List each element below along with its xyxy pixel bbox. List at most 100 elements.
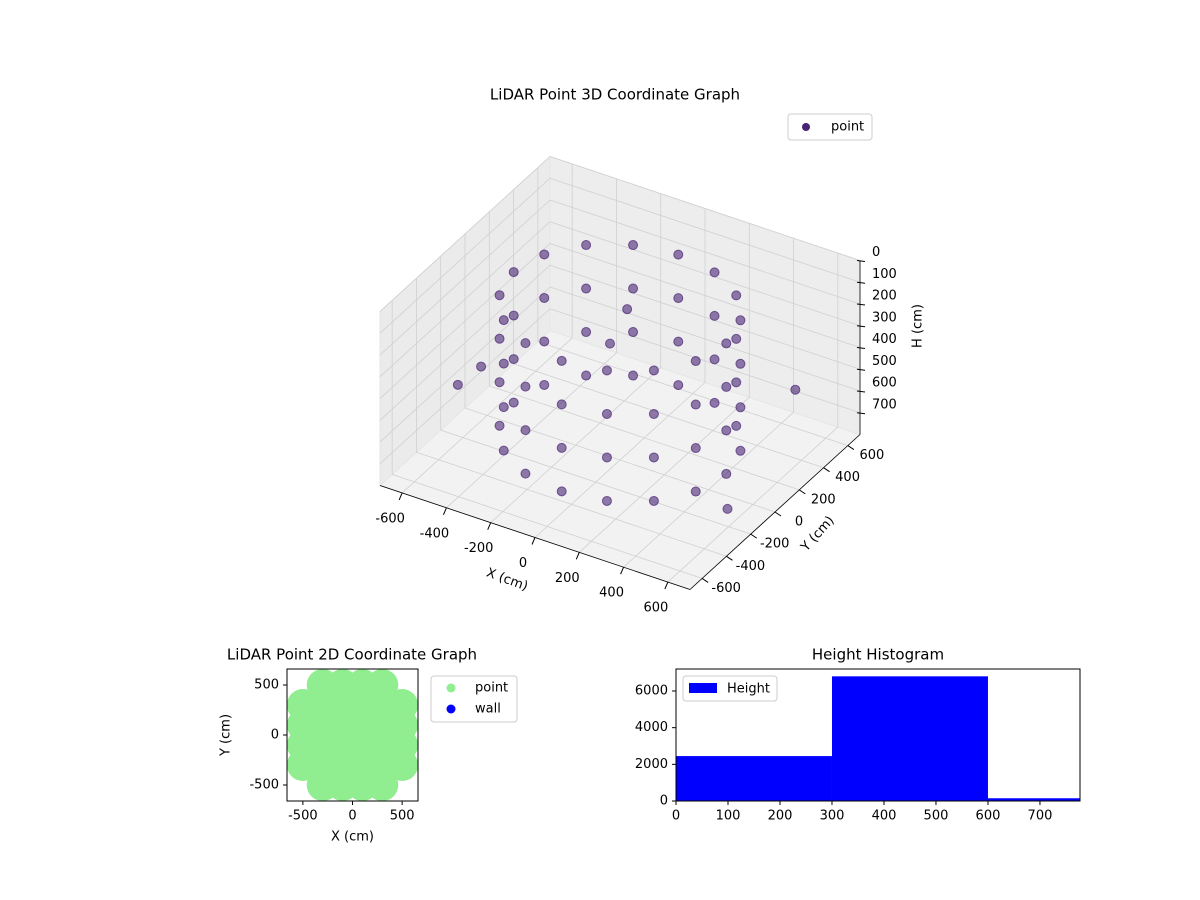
point	[520, 338, 531, 349]
point	[494, 420, 505, 431]
tick-mark	[856, 347, 866, 349]
point	[721, 468, 732, 479]
x-tick-label: 500	[390, 809, 415, 824]
x-tick-label: -600	[375, 511, 405, 526]
point	[731, 420, 742, 431]
point	[556, 399, 567, 410]
chart-title: Height Histogram	[812, 646, 944, 664]
tick-mark	[701, 578, 709, 583]
y-axis-label: Y (cm)	[219, 714, 234, 757]
grid-line	[549, 243, 861, 348]
point	[622, 304, 633, 315]
y-tick-label: 0	[660, 794, 668, 809]
point	[648, 365, 659, 376]
x-tick-label: -400	[420, 526, 450, 541]
y-tick-label: -500	[249, 778, 279, 793]
x-tick-label: 200	[768, 809, 793, 824]
legend-box	[430, 675, 518, 723]
grid-line	[549, 264, 861, 370]
y-tick-label: 0	[795, 515, 803, 530]
point	[721, 425, 732, 436]
y-tick-label: 0	[271, 728, 279, 743]
point	[722, 503, 733, 514]
point	[709, 310, 720, 321]
y-tick-label: 4000	[635, 720, 668, 735]
grid-line	[379, 221, 551, 378]
tick-mark	[799, 489, 806, 495]
point	[498, 358, 509, 369]
x-tick-label: 0	[672, 809, 680, 824]
point	[539, 249, 550, 260]
point	[690, 356, 701, 367]
x-tick-label: 400	[872, 809, 897, 824]
x-tick-label: 0	[348, 809, 356, 824]
point	[648, 408, 659, 419]
x-tick-label: 300	[820, 809, 845, 824]
point	[601, 495, 612, 506]
z-tick-label: 500	[872, 354, 897, 369]
legend-label: point	[831, 120, 864, 135]
x-tick-label: 200	[555, 571, 580, 586]
point	[581, 283, 592, 294]
point	[556, 355, 567, 366]
tick-mark	[487, 522, 492, 530]
grid-line	[537, 341, 848, 446]
y-tick-label: -400	[736, 559, 766, 574]
grid-line	[416, 451, 727, 557]
tick-mark	[575, 552, 580, 560]
point	[581, 327, 592, 338]
point	[498, 445, 509, 456]
point	[790, 384, 801, 395]
grid-line	[549, 199, 861, 305]
grid-line	[379, 308, 551, 465]
point	[735, 315, 746, 326]
point	[709, 354, 720, 365]
grid-line	[464, 407, 776, 513]
legend-marker	[689, 683, 717, 693]
point	[601, 365, 612, 376]
grid-line	[379, 286, 551, 443]
y-tick-label: 6000	[635, 684, 668, 699]
z-tick-label: 100	[872, 267, 897, 282]
y-tick-label: 500	[254, 678, 279, 693]
y-tick-label: 2000	[635, 757, 668, 772]
legend-marker	[446, 704, 456, 714]
bar	[987, 798, 1080, 801]
point	[556, 442, 567, 453]
tick-mark	[856, 260, 866, 262]
point	[494, 377, 505, 388]
tick-mark	[856, 303, 866, 306]
point	[498, 402, 509, 413]
tick-mark	[442, 507, 447, 515]
point	[366, 669, 399, 701]
x-tick-label: 400	[599, 586, 624, 601]
legend-box	[682, 675, 778, 702]
tick-mark	[726, 555, 733, 561]
x-tick-label: 100	[716, 809, 741, 824]
y-axis-label: Y (cm)	[798, 513, 838, 555]
tick-mark	[664, 581, 669, 590]
point	[628, 327, 639, 338]
x-tick-label: -500	[288, 809, 318, 824]
point	[601, 408, 612, 419]
z-tick-label: 700	[872, 397, 897, 412]
axis-line	[379, 485, 691, 590]
axes-frame	[675, 668, 1081, 802]
grid-line	[549, 156, 861, 261]
x-tick-label: -200	[464, 541, 494, 556]
point	[581, 370, 592, 381]
point	[556, 486, 567, 497]
point	[673, 293, 684, 304]
legend-marker	[802, 123, 810, 131]
tick-mark	[856, 390, 866, 393]
tick-mark	[750, 533, 757, 539]
y-tick-label: -600	[711, 581, 741, 596]
chart-title: LiDAR Point 3D Coordinate Graph	[490, 86, 740, 104]
grid-line	[379, 264, 551, 421]
x-tick-label: 600	[976, 809, 1001, 824]
x-axis-label: X (cm)	[331, 830, 374, 845]
grid-line	[549, 177, 861, 283]
z-axis-label: H (cm)	[911, 304, 926, 348]
point	[628, 283, 639, 294]
tick-mark	[856, 325, 866, 328]
